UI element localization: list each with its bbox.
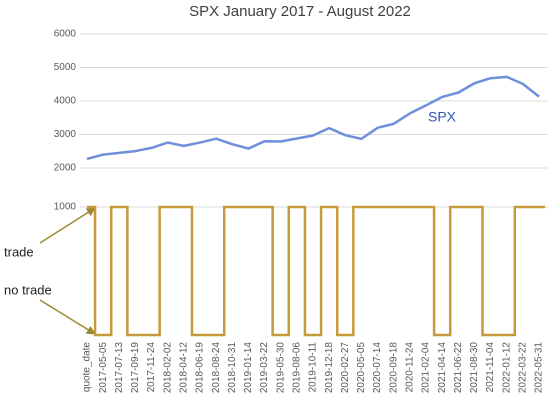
x-tick-label: 2020-11-24 <box>404 342 415 393</box>
arrow <box>39 207 96 244</box>
x-tick-label: 2020-07-14 <box>372 342 383 394</box>
chart-title: SPX January 2017 - August 2022 <box>189 3 411 20</box>
y-tick-label: 2000 <box>54 163 77 174</box>
y-tick-label: 4000 <box>54 96 77 107</box>
x-tick-label: 2019-05-30 <box>275 342 286 394</box>
x-tick-label: 2021-11-04 <box>485 342 496 393</box>
x-tick-label: 2020-05-05 <box>356 342 367 394</box>
annotation: no trade <box>4 282 52 297</box>
x-tick-label: 2021-02-04 <box>421 342 432 394</box>
x-tick-label: 2019-12-18 <box>324 342 335 394</box>
x-tick-label: quote_date <box>82 342 93 392</box>
x-tick-label: 2021-06-22 <box>453 342 464 394</box>
x-tick-label: 2019-03-22 <box>259 342 270 394</box>
x-tick-label: 2017-07-13 <box>114 342 125 394</box>
x-tick-label: 2018-10-31 <box>227 342 238 394</box>
series-label: SPX <box>428 109 457 125</box>
x-tick-label: 2022-03-22 <box>517 342 528 394</box>
y-tick-label: 1000 <box>54 202 77 213</box>
x-tick-label: 2018-08-24 <box>211 342 222 394</box>
x-tick-label: 2022-01-12 <box>501 342 512 394</box>
x-tick-label: 2017-09-19 <box>130 342 141 394</box>
x-tick-label: 2018-02-02 <box>162 342 173 394</box>
y-tick-label: 6000 <box>54 29 77 40</box>
y-tick-label: 3000 <box>54 129 77 140</box>
x-tick-label: 2019-10-11 <box>308 342 319 393</box>
x-tick-label: 2019-08-06 <box>291 342 302 394</box>
step-line <box>87 205 545 337</box>
x-tick-label: 2019-01-14 <box>243 342 254 394</box>
x-tick-label: 2017-11-24 <box>146 342 157 393</box>
x-tick-label: 2021-08-30 <box>469 342 480 394</box>
x-tick-label: 2021-04-14 <box>437 342 448 394</box>
annotation: trade <box>4 244 34 259</box>
arrow <box>39 299 96 335</box>
x-tick-label: 2018-04-12 <box>178 342 189 394</box>
x-tick-label: 2020-02-27 <box>340 342 351 394</box>
x-tick-label: 2020-09-18 <box>388 342 399 394</box>
x-tick-label: 2022-05-31 <box>534 342 545 394</box>
x-tick-label: 2017-05-05 <box>98 342 109 394</box>
y-tick-label: 5000 <box>54 62 77 73</box>
line <box>86 75 540 161</box>
x-tick-label: 2018-06-19 <box>195 342 206 394</box>
